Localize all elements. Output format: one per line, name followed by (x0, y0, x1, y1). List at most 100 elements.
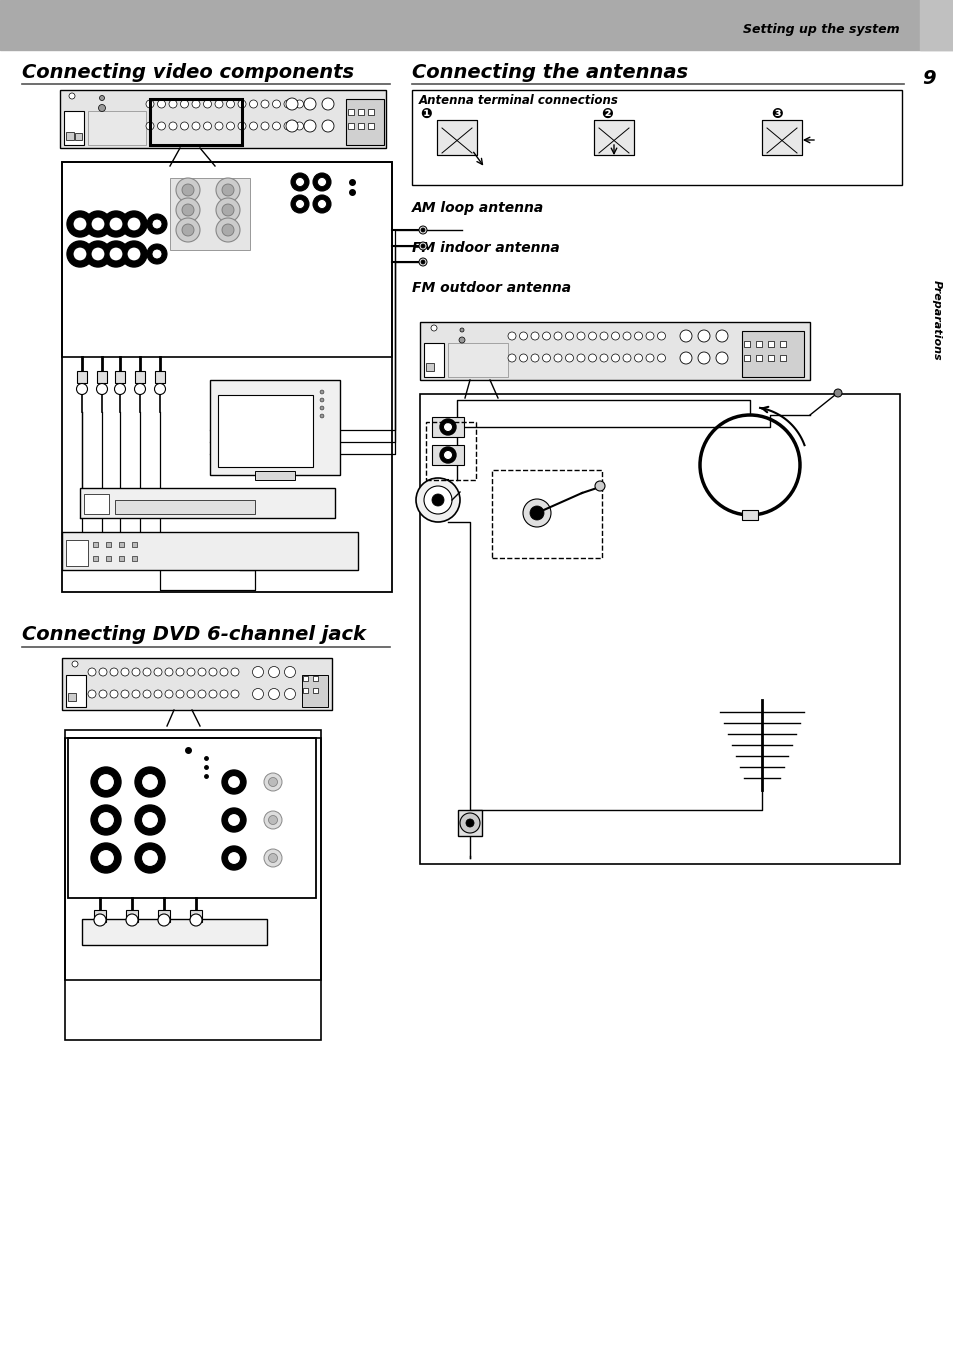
Circle shape (565, 332, 573, 340)
Circle shape (634, 354, 641, 362)
Circle shape (222, 204, 233, 216)
Circle shape (222, 184, 233, 196)
Bar (741, 331, 803, 377)
Circle shape (465, 819, 474, 827)
Text: Antenna terminal connections: Antenna terminal connections (418, 93, 618, 107)
Circle shape (175, 178, 200, 203)
Circle shape (286, 99, 297, 109)
Circle shape (418, 258, 427, 266)
Circle shape (286, 120, 297, 132)
Circle shape (237, 122, 246, 130)
Bar (755, 355, 761, 361)
Text: 9: 9 (922, 69, 935, 88)
Bar (77, 372, 87, 382)
Bar (62, 532, 357, 570)
Bar (302, 676, 328, 707)
Circle shape (295, 122, 303, 130)
Bar (88, 111, 146, 145)
Circle shape (588, 332, 596, 340)
Circle shape (141, 812, 158, 828)
Circle shape (657, 332, 665, 340)
Circle shape (215, 218, 240, 242)
Bar (135, 372, 145, 382)
Circle shape (182, 184, 193, 196)
Circle shape (215, 178, 240, 203)
Bar (419, 322, 809, 380)
Bar (303, 676, 308, 681)
Circle shape (215, 199, 240, 222)
Bar (106, 542, 111, 547)
Circle shape (716, 353, 727, 363)
Bar (436, 120, 476, 155)
Circle shape (657, 354, 665, 362)
Bar (594, 120, 634, 155)
Bar (66, 676, 86, 707)
Circle shape (158, 915, 170, 925)
Bar (457, 811, 481, 836)
Circle shape (458, 336, 464, 343)
Bar (94, 911, 106, 921)
Circle shape (192, 100, 200, 108)
Circle shape (319, 399, 324, 403)
Circle shape (220, 667, 228, 676)
Circle shape (253, 666, 263, 677)
Bar (904, 58, 953, 99)
Circle shape (121, 690, 129, 698)
Circle shape (88, 667, 96, 676)
Circle shape (135, 805, 165, 835)
Circle shape (153, 667, 162, 676)
Bar (92, 542, 98, 547)
Circle shape (94, 915, 106, 925)
Bar (150, 99, 242, 145)
Circle shape (268, 689, 279, 700)
Text: Connecting DVD 6-channel jack: Connecting DVD 6-channel jack (22, 624, 366, 643)
Circle shape (227, 851, 240, 865)
Circle shape (420, 259, 424, 263)
Circle shape (253, 689, 263, 700)
Circle shape (317, 177, 326, 186)
Circle shape (152, 249, 162, 259)
Circle shape (222, 224, 233, 236)
Circle shape (198, 667, 206, 676)
Bar (348, 109, 354, 115)
Circle shape (261, 100, 269, 108)
Circle shape (97, 850, 114, 866)
Circle shape (153, 690, 162, 698)
Circle shape (420, 228, 424, 232)
Bar (132, 557, 137, 561)
Circle shape (319, 413, 324, 417)
Circle shape (222, 808, 246, 832)
Circle shape (175, 218, 200, 242)
Circle shape (264, 773, 282, 790)
Circle shape (109, 247, 123, 261)
Circle shape (237, 100, 246, 108)
Circle shape (157, 100, 165, 108)
Circle shape (531, 354, 538, 362)
Circle shape (141, 774, 158, 790)
Bar (780, 355, 785, 361)
Bar (154, 372, 165, 382)
Bar (743, 340, 749, 347)
Circle shape (222, 770, 246, 794)
Circle shape (313, 195, 331, 213)
Circle shape (99, 667, 107, 676)
Bar (761, 120, 801, 155)
Circle shape (432, 494, 443, 507)
Bar (66, 540, 88, 566)
Text: Connecting video components: Connecting video components (22, 62, 354, 81)
Circle shape (141, 850, 158, 866)
Circle shape (127, 218, 141, 231)
Bar (97, 372, 107, 382)
Circle shape (588, 354, 596, 362)
Circle shape (420, 245, 424, 249)
Circle shape (264, 811, 282, 830)
Circle shape (542, 332, 550, 340)
Circle shape (132, 667, 140, 676)
Circle shape (264, 848, 282, 867)
Bar (64, 111, 84, 145)
Circle shape (291, 195, 309, 213)
Bar (767, 340, 773, 347)
Circle shape (418, 226, 427, 234)
Circle shape (85, 211, 111, 236)
Circle shape (273, 100, 280, 108)
